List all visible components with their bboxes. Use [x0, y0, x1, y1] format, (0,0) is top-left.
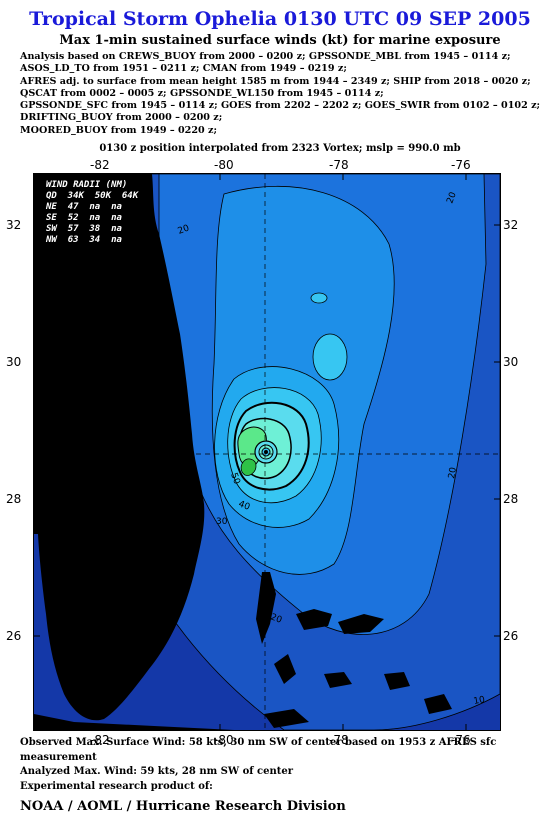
organization: NOAA / AOML / Hurricane Research Divisio…	[20, 799, 346, 814]
contour-label: 50	[228, 472, 241, 486]
observed-max-wind: Observed Max. Surface Wind: 58 kts, 30 n…	[20, 737, 497, 763]
contour-label: 10	[473, 695, 486, 707]
wind-band-55	[240, 458, 257, 476]
lat-label-right: 32	[503, 218, 519, 232]
lat-label-left: 32	[6, 218, 22, 232]
footer: Observed Max. Surface Wind: 58 kts, 30 n…	[20, 736, 555, 815]
axis-ticks	[34, 174, 500, 730]
position-note: 0130 z position interpolated from 2323 V…	[99, 143, 461, 154]
wind-radii-columns: QD 34K 50K 64K	[46, 191, 139, 201]
map-subtitle: Max 1-min sustained surface winds (kt) f…	[59, 33, 501, 48]
lat-label-left: 30	[6, 355, 22, 369]
wind-radii-row: NE 47 na na	[46, 202, 122, 212]
lon-label-top: -78	[329, 158, 349, 172]
wind-radii-row: NW 63 34 na	[46, 235, 122, 245]
wind-radii-row: SW 57 38 na	[46, 224, 122, 234]
lon-label-bottom: -80	[214, 733, 234, 747]
lat-label-right: 26	[503, 629, 519, 643]
lon-label-bottom: -82	[90, 733, 110, 747]
lon-label-top: -82	[90, 158, 110, 172]
lon-label-bottom: -76	[451, 733, 471, 747]
lon-label-bottom: -78	[329, 733, 349, 747]
storm-center-marker	[264, 450, 268, 454]
wind-band-small	[310, 292, 328, 304]
wind-radii-header: WIND RADII (NM)	[46, 180, 128, 190]
map-title: Tropical Storm Ophelia 0130 UTC 09 SEP 2…	[29, 8, 531, 30]
contour-label: 20	[447, 466, 459, 479]
lon-label-top: -76	[451, 158, 471, 172]
bahamas-land	[256, 572, 452, 728]
lat-label-right: 30	[503, 355, 519, 369]
source-line: AFRES adj. to surface from mean height 1…	[20, 75, 531, 87]
wind-band-secondary	[312, 333, 348, 381]
contour-label: 30	[216, 517, 228, 527]
lon-label-top: -80	[214, 158, 234, 172]
source-line: QSCAT from 0002 – 0005 z; GPSSONDE_WL150…	[20, 87, 384, 99]
grid-lines	[34, 174, 500, 730]
source-line: Analysis based on CREWS_BUOY from 2000 –…	[20, 51, 511, 62]
wind-radii-table: WIND RADII (NM) QD 34K 50K 64K NE 47 na …	[46, 180, 138, 246]
product-note: Experimental research product of:	[20, 780, 213, 792]
lat-label-left: 26	[6, 629, 22, 643]
contour-label: 20	[177, 223, 191, 236]
contour-label: 40	[237, 499, 251, 512]
analysis-sources: Analysis based on CREWS_BUOY from 2000 –…	[20, 51, 555, 137]
wind-radii-row: SE 52 na na	[46, 213, 122, 223]
source-line: ASOS_LD_TO from 1951 – 0211 z; CMAN from…	[20, 63, 347, 75]
contour-label: 20	[445, 191, 458, 205]
contour-label: 20	[269, 612, 283, 625]
cuba-land	[34, 714, 234, 730]
florida-land	[34, 174, 205, 721]
source-line: DRIFTING_BUOY from 2000 – 0200 z;	[20, 112, 223, 124]
analyzed-max-wind: Analyzed Max. Wind: 59 kts, 28 nm SW of …	[20, 766, 294, 777]
lat-label-right: 28	[503, 492, 519, 506]
source-line: MOORED_BUOY from 1949 – 0220 z;	[20, 124, 218, 136]
wind-field-map: 20 10 20 30 40 50 20 20 10 WIND RADII (N…	[33, 173, 501, 731]
lat-label-left: 28	[6, 492, 22, 506]
source-line: GPSSONDE_SFC from 1945 – 0114 z; GOES fr…	[20, 100, 541, 112]
wind-field-svg: 20 10 20 30 40 50 20 20 10	[34, 174, 500, 730]
